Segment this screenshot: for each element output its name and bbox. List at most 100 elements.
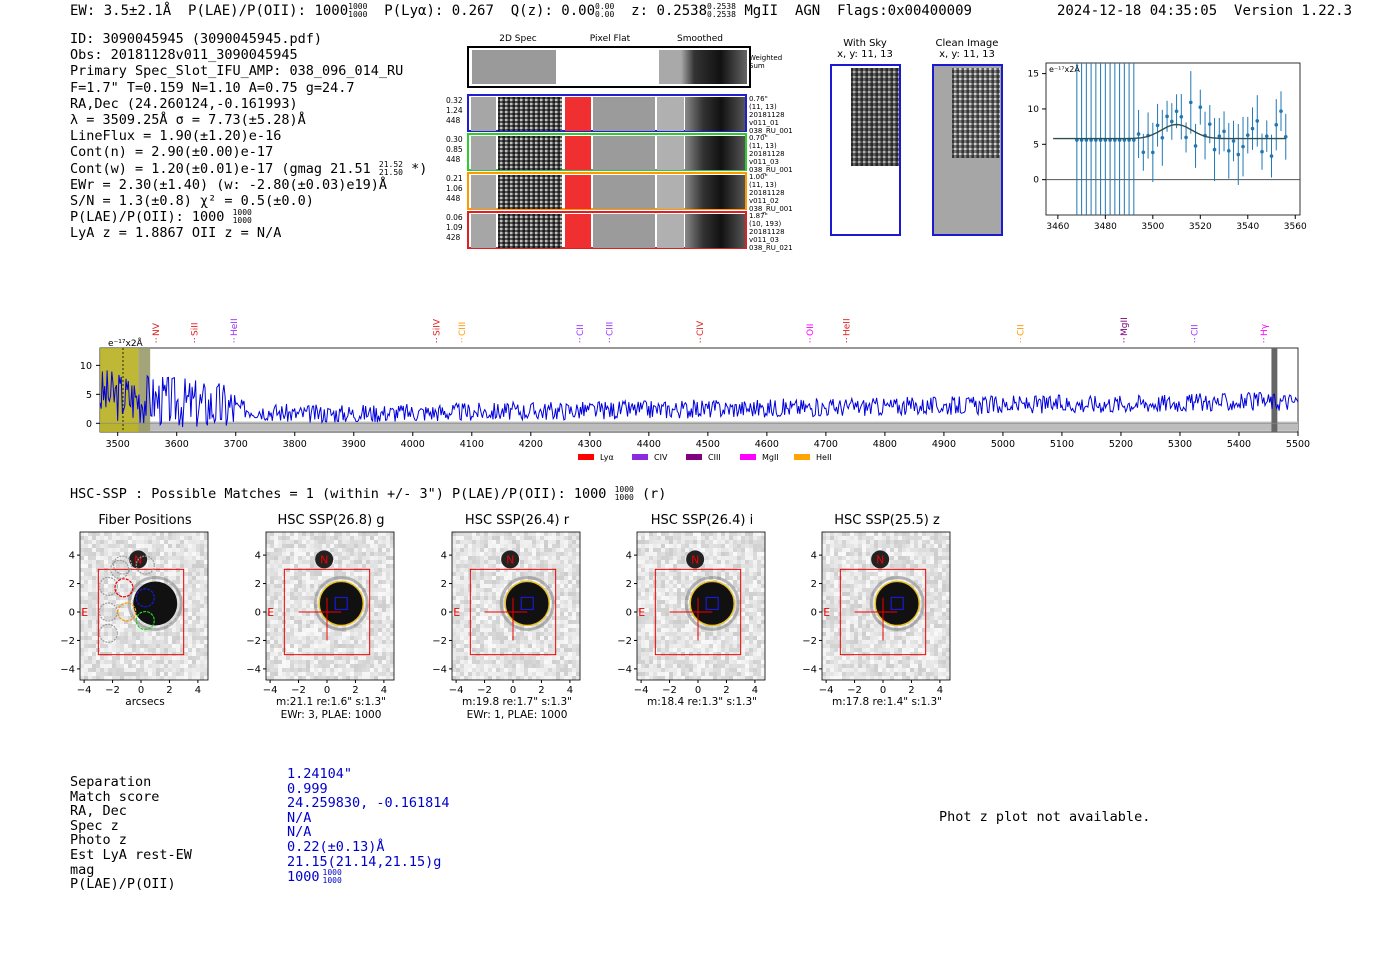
zoom-point bbox=[1132, 138, 1136, 142]
spectral-line-label: Hγ bbox=[1260, 323, 1270, 336]
clean-image-xy: x, y: 11, 13 bbox=[939, 49, 995, 60]
weighted-smooth-image bbox=[659, 50, 747, 84]
info-contw-post: *) bbox=[411, 160, 428, 177]
cutout-smooth-pad bbox=[657, 97, 684, 131]
hsc-search-box bbox=[283, 568, 371, 656]
info-primary: Primary Spec_Slot_IFU_AMP: 038_096_014_R… bbox=[70, 63, 404, 80]
hsc-xtick-label: −2 bbox=[847, 685, 862, 695]
hsc-search-box bbox=[839, 568, 927, 656]
hsc-xtick-label: 2 bbox=[166, 685, 172, 695]
cutout-meta: (10, 193) bbox=[749, 220, 782, 228]
weighted-label-1: Weighted bbox=[749, 54, 783, 62]
spectral-line-label: SiII bbox=[190, 322, 200, 336]
spectrum-highlight-edge bbox=[138, 348, 151, 432]
spectrum-xtick-label: 4600 bbox=[755, 439, 779, 450]
spectrum-highlight-window bbox=[100, 348, 139, 432]
east-label: E bbox=[453, 606, 460, 619]
north-label: N bbox=[320, 553, 328, 566]
zoom-point bbox=[1174, 109, 1179, 114]
hsc-xtick-label: 0 bbox=[324, 685, 330, 695]
header-summary: EW: 3.5±2.1Å P(LAE)/P(OII): 1000 1000 1000… bbox=[70, 3, 972, 20]
cutout-red-band bbox=[565, 175, 591, 209]
match-value-text: 0.22(±0.13)Å bbox=[287, 838, 385, 855]
info-lyaz: LyA z = 1.8867 OII z = N/A bbox=[70, 225, 282, 242]
zoom-point bbox=[1160, 135, 1165, 140]
hsc-ytick-label: −2 bbox=[617, 636, 632, 647]
spectral-line-label: NV bbox=[152, 322, 162, 336]
spectral-line-label: HeII bbox=[230, 318, 240, 336]
match-plae-lo: 1000 bbox=[322, 876, 342, 886]
hsc-ytick-label: −4 bbox=[432, 664, 447, 675]
spectrum-xtick-label: 3800 bbox=[283, 439, 307, 450]
cutout-meta: 20181128 bbox=[749, 150, 785, 158]
cutout-row bbox=[467, 211, 747, 249]
spectrum-xtick-label: 3500 bbox=[106, 439, 130, 450]
cutout-smooth-image bbox=[685, 175, 745, 209]
spectral-line-label: CIII bbox=[605, 322, 615, 336]
hsc-ytick-label: −2 bbox=[60, 636, 75, 647]
spectrum-xtick-label: 4400 bbox=[637, 439, 661, 450]
info-plae-lo: 1000 bbox=[232, 216, 252, 226]
cutout-stat: 0.21 bbox=[446, 174, 463, 183]
cutout-2d-image bbox=[498, 136, 562, 170]
hsc-source bbox=[690, 581, 735, 626]
line-fit-plot: 3460 3480 3500 3520 3540 3560 0 5 10 15 e⁻¹⁷x2Å bbox=[1028, 62, 1307, 232]
spectrum-xtick-label: 5500 bbox=[1286, 439, 1310, 450]
hsc-aperture bbox=[689, 580, 735, 627]
header-datetime: 2024-12-18 04:35:05 bbox=[1057, 3, 1218, 19]
cutout-meta: v011_03 bbox=[749, 236, 779, 244]
cutout-smooth-image bbox=[685, 97, 745, 131]
info-contw-text: Cont(w) = 1.20(±0.01)e-17 (gmag 21.51 bbox=[70, 160, 371, 177]
zoom-point bbox=[1198, 105, 1203, 109]
hsc-caption: arcsecs bbox=[125, 696, 165, 708]
header-ew: EW: 3.5±2.1Å bbox=[70, 3, 172, 19]
zoom-ytick-label: 15 bbox=[1028, 70, 1039, 80]
spectrum-xtick-label: 4000 bbox=[401, 439, 425, 450]
detection-info: ID: 3090045945 (3090045945.pdf) Obs: 201… bbox=[70, 31, 427, 242]
cutout-2d-pad bbox=[471, 97, 496, 131]
hsc-neighbor bbox=[871, 550, 890, 569]
zoom-point bbox=[1274, 122, 1279, 127]
match-plae-hi: 1000 bbox=[322, 868, 342, 878]
hsc-ytick-label: 0 bbox=[441, 608, 447, 619]
spectrum-error-band bbox=[100, 421, 1298, 431]
hsc-xtick-label: 4 bbox=[752, 685, 758, 695]
cutout-smooth-pad bbox=[657, 214, 684, 248]
hsc-panel-title: HSC SSP(26.8) g bbox=[277, 513, 385, 528]
cutout-meta: 20181128 bbox=[749, 228, 785, 236]
match-value: N/A bbox=[287, 825, 450, 840]
hsc-xtick-label: 4 bbox=[567, 685, 573, 695]
spectrum-ylabel: e⁻¹⁷x2Å bbox=[108, 337, 144, 349]
hsc-noise bbox=[637, 532, 765, 680]
header-line-type: MgII bbox=[744, 3, 779, 19]
cutout-meta: 1.87" bbox=[749, 212, 768, 220]
hsc-frame bbox=[636, 531, 766, 681]
info-radec: RA,Dec (24.260124,-0.161993) bbox=[70, 95, 298, 112]
cutout-stat: 428 bbox=[446, 233, 461, 242]
east-label: E bbox=[823, 606, 830, 619]
match-value: 1000 1000 1000 bbox=[287, 869, 450, 885]
spectral-line-label: CIV bbox=[696, 320, 706, 336]
cutout-flat-image bbox=[593, 214, 655, 248]
spectral-line-label: MgII bbox=[1120, 317, 1130, 336]
hsc-xtick-label: −2 bbox=[477, 685, 492, 695]
fiber-circle bbox=[98, 576, 118, 597]
zoom-point bbox=[1226, 149, 1231, 153]
fiber-circle bbox=[135, 588, 155, 608]
hsc-noise bbox=[266, 532, 394, 680]
hsc-xtick-label: −2 bbox=[662, 685, 677, 695]
legend-label: Lyα bbox=[600, 453, 614, 462]
hsc-blue-marker bbox=[334, 596, 348, 611]
hsc-frame bbox=[451, 531, 581, 681]
info-fiber: F=1.7" T=0.159 N=1.10 A=0.75 g=24.7 bbox=[70, 79, 355, 96]
hsc-ytick-label: 0 bbox=[69, 608, 75, 619]
cutout-stat: 0.32 bbox=[446, 96, 463, 105]
zoom-point bbox=[1260, 149, 1264, 154]
header-z: z: 0.2538 bbox=[631, 3, 708, 19]
spectrum-xtick-label: 3700 bbox=[224, 439, 248, 450]
hsc-caption-2: EWr: 3, PLAE: 1000 bbox=[280, 709, 382, 721]
east-label: E bbox=[81, 606, 88, 619]
